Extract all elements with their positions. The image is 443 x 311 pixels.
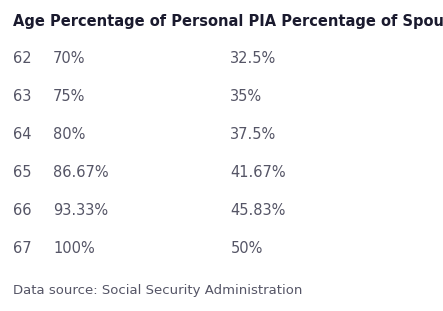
Text: 67: 67 [13,241,32,256]
Text: 93.33%: 93.33% [53,203,108,218]
Text: 32.5%: 32.5% [230,51,276,66]
Text: 65: 65 [13,165,32,180]
Text: 86.67%: 86.67% [53,165,109,180]
Text: Data source: Social Security Administration: Data source: Social Security Administrat… [13,284,303,297]
Text: 100%: 100% [53,241,95,256]
Text: 50%: 50% [230,241,263,256]
Text: 75%: 75% [53,89,85,104]
Text: 37.5%: 37.5% [230,127,276,142]
Text: 62: 62 [13,51,32,66]
Text: 41.67%: 41.67% [230,165,286,180]
Text: 70%: 70% [53,51,85,66]
Text: 64: 64 [13,127,32,142]
Text: 45.83%: 45.83% [230,203,286,218]
Text: 80%: 80% [53,127,85,142]
Text: 63: 63 [13,89,31,104]
Text: 66: 66 [13,203,32,218]
Text: Age Percentage of Personal PIA Percentage of Spouse's PIA: Age Percentage of Personal PIA Percentag… [13,14,443,29]
Text: 35%: 35% [230,89,263,104]
